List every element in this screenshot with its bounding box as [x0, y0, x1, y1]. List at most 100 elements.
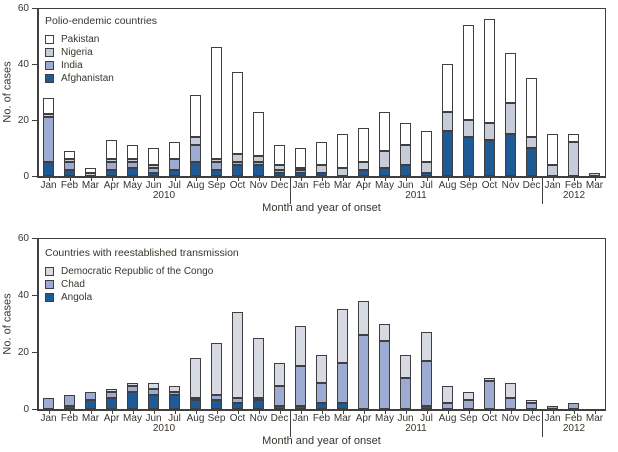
bar-segment-democratic-republic-of-the-congo	[526, 400, 537, 403]
bar-segment-afghanistan	[505, 134, 516, 176]
chart-title: Countries with reestablished transmissio…	[45, 247, 239, 259]
x-axis-tick	[385, 411, 386, 414]
bar-segment-democratic-republic-of-the-congo	[484, 378, 495, 381]
legend-item: Democratic Republic of the Congo	[45, 265, 239, 278]
x-axis-tick	[448, 411, 449, 414]
bar-segment-democratic-republic-of-the-congo	[421, 332, 432, 361]
bar-segment-india	[106, 162, 117, 170]
y-axis-label: No. of cases	[1, 61, 14, 123]
bar-segment-nigeria	[337, 168, 348, 176]
bar-segment-pakistan	[106, 140, 117, 159]
x-axis-tick	[70, 178, 71, 181]
x-axis-title: Month and year of onset	[262, 435, 381, 447]
bar-segment-angola	[106, 398, 117, 409]
month-label: Jul	[168, 413, 181, 424]
bar-segment-chad	[316, 383, 327, 403]
bar-segment-pakistan	[211, 47, 222, 159]
y-axis-tick	[32, 295, 37, 296]
month-label: Mar	[585, 413, 604, 424]
y-axis-label: No. of cases	[1, 293, 14, 355]
bar-segment-democratic-republic-of-the-congo	[253, 338, 264, 398]
month-label: Jan	[544, 413, 561, 424]
bar-segment-pakistan	[442, 64, 453, 112]
x-axis-tick	[532, 178, 533, 181]
bar-segment-nigeria	[463, 120, 474, 137]
x-axis-tick	[196, 411, 197, 414]
bar-segment-angola	[148, 395, 159, 409]
legend-item: Nigeria	[45, 46, 157, 59]
bar-segment-chad	[505, 398, 516, 409]
month-label: Jun	[145, 180, 162, 191]
bar-segment-angola	[64, 406, 75, 409]
month-label: Sep	[459, 413, 478, 424]
bar-segment-afghanistan	[379, 168, 390, 176]
bar-segment-chad	[169, 392, 180, 395]
bar-segment-afghanistan	[169, 170, 180, 176]
bar-segment-india	[148, 168, 159, 173]
bar-segment-india	[64, 162, 75, 170]
bar-segment-democratic-republic-of-the-congo	[274, 363, 285, 386]
bar-segment-democratic-republic-of-the-congo	[106, 389, 117, 392]
bar-segment-nigeria	[505, 103, 516, 134]
x-axis-tick	[280, 178, 281, 181]
month-label: Dec	[270, 180, 289, 191]
y-tick-label: 0	[23, 171, 29, 182]
bar-segment-pakistan	[463, 25, 474, 120]
bar-segment-india	[127, 162, 138, 168]
month-label: May	[375, 413, 394, 424]
bar-segment-nigeria	[190, 137, 201, 145]
bar-segment-nigeria	[316, 165, 327, 173]
x-axis-tick	[238, 411, 239, 414]
x-axis-tick	[217, 411, 218, 414]
bar-segment-chad	[463, 400, 474, 409]
legend-label: India	[61, 59, 83, 71]
month-label: Mar	[333, 180, 352, 191]
x-axis-tick	[49, 178, 50, 181]
x-axis-tick	[490, 178, 491, 181]
bar-segment-nigeria	[421, 162, 432, 173]
x-axis-tick	[280, 411, 281, 414]
bar-segment-chad	[127, 386, 138, 392]
y-axis-tick	[32, 352, 37, 353]
bar-segment-chad	[358, 335, 369, 409]
month-label: Aug	[438, 180, 457, 191]
bar-segment-democratic-republic-of-the-congo	[127, 383, 138, 386]
bar-segment-pakistan	[337, 134, 348, 168]
x-axis-tick	[364, 411, 365, 414]
month-label: Mar	[333, 413, 352, 424]
year-separator	[542, 411, 543, 437]
bar-segment-nigeria	[400, 145, 411, 165]
month-label: Sep	[459, 180, 478, 191]
month-label: Nov	[501, 180, 520, 191]
bar-segment-nigeria	[127, 159, 138, 162]
bar-segment-chad	[274, 386, 285, 406]
x-axis-tick	[511, 411, 512, 414]
chart-title: Polio-endemic countries	[45, 15, 158, 27]
bar-segment-angola	[169, 395, 180, 409]
year-label: 2010	[152, 190, 176, 201]
month-label: Apr	[103, 413, 120, 424]
bar-segment-afghanistan	[442, 131, 453, 176]
bar-segment-pakistan	[484, 19, 495, 123]
bar-segment-democratic-republic-of-the-congo	[190, 358, 201, 398]
y-tick-label: 20	[17, 347, 29, 358]
bar-segment-angola	[421, 406, 432, 409]
month-label: Dec	[522, 180, 541, 191]
month-label: Feb	[60, 180, 79, 191]
bar-segment-afghanistan	[463, 137, 474, 176]
bar-segment-chad	[442, 403, 453, 409]
x-axis-tick	[385, 178, 386, 181]
month-label: Oct	[229, 413, 246, 424]
month-label: Feb	[60, 413, 79, 424]
bar-segment-chad	[85, 392, 96, 400]
x-axis-tick	[490, 411, 491, 414]
bar-segment-democratic-republic-of-the-congo	[169, 386, 180, 392]
bar-segment-angola	[274, 406, 285, 409]
x-axis-tick	[469, 411, 470, 414]
x-axis-tick	[427, 178, 428, 181]
month-label: Mar	[585, 180, 604, 191]
bar-segment-nigeria	[484, 123, 495, 140]
year-label: 2011	[405, 190, 427, 201]
bar-segment-nigeria	[64, 159, 75, 162]
